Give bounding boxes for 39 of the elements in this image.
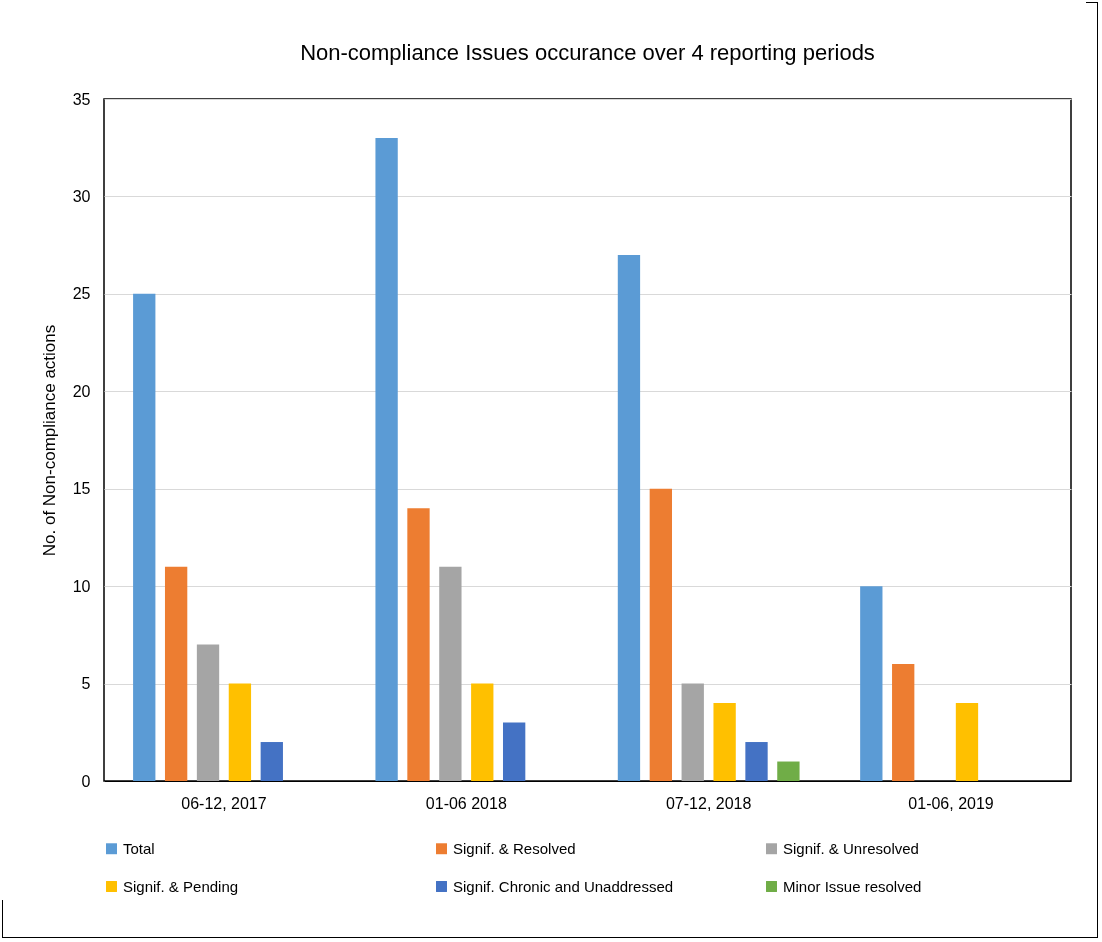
bar: [439, 566, 462, 781]
bar: [133, 293, 156, 781]
bar: [164, 566, 188, 781]
bar: [745, 742, 768, 781]
bar: [777, 761, 800, 781]
x-tick-label: 01-06 2018: [425, 794, 507, 812]
y-tick-label: 0: [81, 772, 91, 790]
y-tick-label: 5: [81, 675, 91, 693]
y-axis-title: No. of Non-compliance actions: [39, 324, 59, 557]
bar: [713, 703, 736, 781]
x-tick-label: 06-12, 2017: [181, 794, 267, 812]
legend-label: Minor Issue resolved: [783, 877, 922, 895]
legend-label: Signif. & Unresolved: [783, 839, 919, 857]
y-tick-label: 15: [72, 480, 91, 498]
legend-label: Signif. & Resolved: [453, 839, 576, 857]
y-tick-label: 20: [72, 382, 91, 400]
bar: [955, 703, 979, 781]
legend-label: Signif. & Pending: [123, 877, 239, 895]
chart-title: Non-compliance Issues occurance over 4 reporting periods: [300, 40, 875, 65]
bar: [228, 683, 252, 781]
bar: [260, 742, 283, 781]
bar: [892, 664, 915, 781]
bar: [681, 683, 704, 781]
bar: [649, 488, 673, 781]
y-tick-label: 10: [72, 577, 91, 595]
bar: [617, 254, 641, 781]
x-tick-label: 01-06, 2019: [908, 794, 994, 812]
bar: [502, 722, 526, 781]
y-tick-label: 25: [72, 285, 91, 303]
bar: [471, 683, 494, 781]
bar: [407, 508, 430, 781]
y-tick-label: 30: [72, 187, 91, 205]
legend-label: Total: [123, 839, 155, 857]
bar: [375, 137, 398, 781]
x-tick-label: 07-12, 2018: [665, 794, 752, 812]
bar: [860, 586, 883, 781]
bar: [196, 644, 220, 781]
legend-label: Signif. Chronic and Unaddressed: [453, 877, 674, 895]
y-tick-label: 35: [72, 90, 91, 108]
